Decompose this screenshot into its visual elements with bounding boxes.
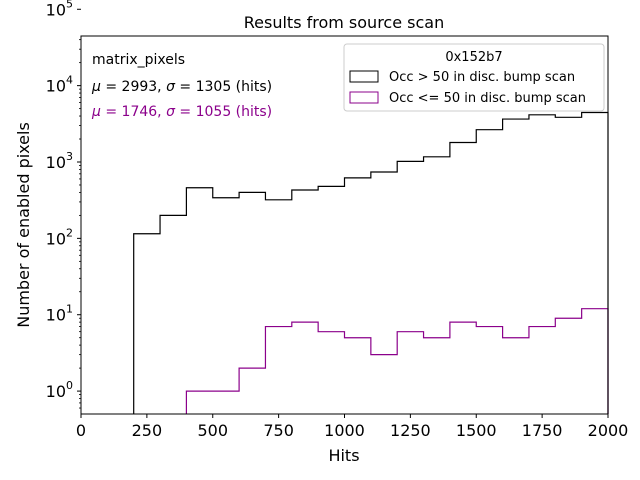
x-axis-label: Hits bbox=[328, 446, 359, 465]
mu-symbol: μ bbox=[91, 79, 101, 95]
y-tick-base: 10 bbox=[46, 229, 66, 248]
plot-area-frame bbox=[80, 35, 609, 415]
y-tick-base: 10 bbox=[46, 77, 66, 96]
mu-value: = 1746, bbox=[101, 104, 166, 120]
stats-annotations: matrix_pixels μ = 2993, σ = 1305 (hits) … bbox=[91, 52, 272, 120]
y-tick-exponent: 4 bbox=[66, 74, 73, 87]
legend-box bbox=[343, 43, 605, 112]
legend-entry-black: Occ > 50 in disc. bump scan bbox=[389, 70, 575, 85]
y-tick-label: 100 bbox=[46, 379, 73, 401]
y-tick-label: 105 bbox=[46, 0, 73, 19]
y-tick-exponent: 5 bbox=[66, 0, 73, 10]
chart-title: Results from source scan bbox=[244, 13, 444, 32]
legend-swatch-purple bbox=[349, 91, 379, 104]
x-tick-label: 1750 bbox=[522, 421, 563, 440]
x-tick-label: 0 bbox=[76, 421, 86, 440]
annotation-stats-black: μ = 2993, σ = 1305 (hits) bbox=[91, 79, 272, 95]
y-tick-label: 104 bbox=[46, 74, 73, 96]
y-tick-label: 101 bbox=[46, 303, 73, 325]
x-tick-label: 1500 bbox=[456, 421, 497, 440]
histogram-series-1 bbox=[185, 308, 609, 414]
x-tick-label: 500 bbox=[197, 421, 228, 440]
sigma-value: = 1055 (hits) bbox=[175, 104, 272, 120]
y-tick-base: 10 bbox=[46, 382, 66, 401]
x-tick-label: 250 bbox=[132, 421, 163, 440]
y-tick-base: 10 bbox=[46, 0, 66, 19]
sigma-value: = 1305 (hits) bbox=[175, 79, 272, 95]
y-tick-base: 10 bbox=[46, 306, 66, 325]
histogram-series bbox=[133, 111, 609, 414]
y-tick-label: 102 bbox=[46, 226, 73, 248]
legend-entry-purple: Occ <= 50 in disc. bump scan bbox=[389, 91, 586, 106]
legend: 0x152b7 Occ > 50 in disc. bump scan Occ … bbox=[343, 43, 605, 112]
legend-swatch-black bbox=[349, 70, 379, 83]
x-axis-ticks: 0 250 500 750 1000 1250 1500 1750 2000 bbox=[76, 414, 628, 440]
y-tick-base: 10 bbox=[46, 153, 66, 172]
sigma-symbol: σ bbox=[166, 79, 176, 95]
mu-symbol: μ bbox=[91, 104, 101, 120]
y-tick-exponent: 0 bbox=[66, 379, 73, 392]
legend-title: 0x152b7 bbox=[445, 50, 502, 65]
y-tick-label: 103 bbox=[46, 150, 73, 172]
x-tick-label: 1250 bbox=[390, 421, 431, 440]
x-tick-label: 1000 bbox=[324, 421, 365, 440]
y-tick-exponent: 1 bbox=[66, 303, 73, 316]
annotation-label: matrix_pixels bbox=[92, 52, 185, 68]
histogram-series-0 bbox=[133, 111, 609, 414]
annotation-stats-purple: μ = 1746, σ = 1055 (hits) bbox=[91, 104, 272, 120]
y-tick-exponent: 3 bbox=[66, 150, 73, 163]
y-tick-exponent: 2 bbox=[66, 226, 73, 239]
x-tick-label: 2000 bbox=[588, 421, 629, 440]
sigma-symbol: σ bbox=[166, 104, 176, 120]
y-axis-label: Number of enabled pixels bbox=[14, 122, 33, 328]
mu-value: = 2993, bbox=[101, 79, 166, 95]
x-tick-label: 750 bbox=[263, 421, 294, 440]
